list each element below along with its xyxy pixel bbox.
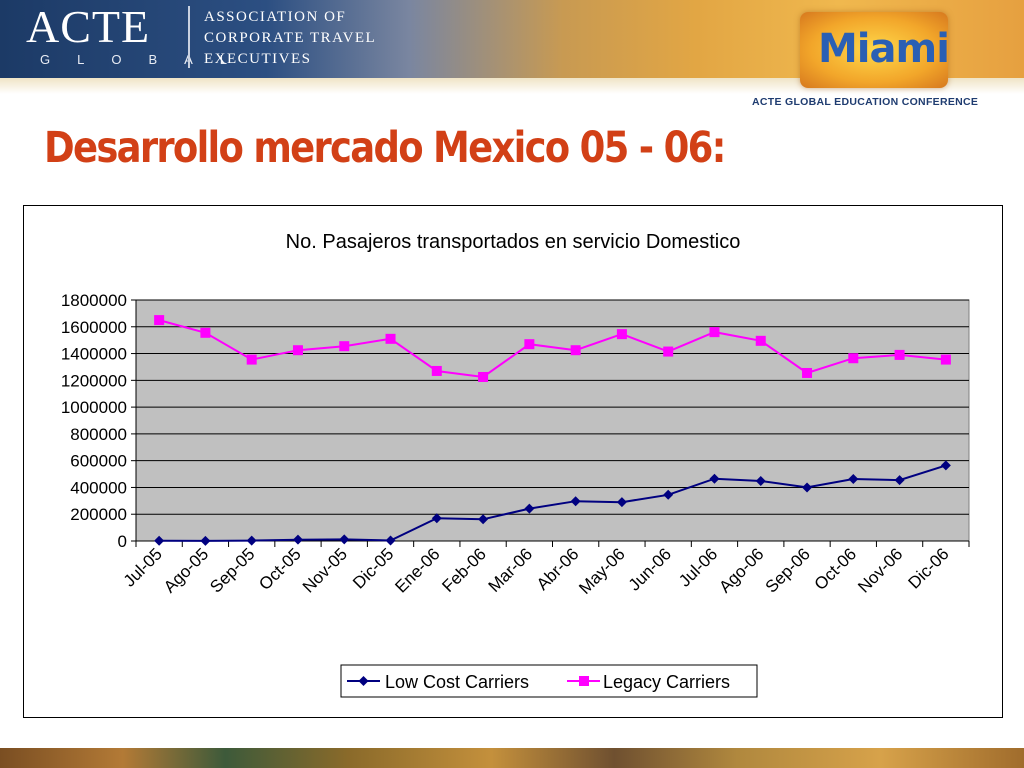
banner-fade	[0, 78, 1024, 94]
x-tick-label: Mar-06	[485, 544, 537, 596]
x-tick-label: Sep-05	[206, 544, 258, 596]
data-point-low-cost	[478, 514, 489, 525]
x-tick-label: May-06	[575, 544, 629, 598]
y-tick-label: 1400000	[61, 345, 127, 364]
data-point-legacy	[524, 339, 535, 350]
data-point-legacy	[663, 346, 674, 357]
association-line-3: EXECUTIVES	[204, 51, 312, 67]
x-tick-label: Oct-05	[255, 544, 305, 594]
association-line-1: ASSOCIATION OF	[204, 9, 347, 25]
data-point-low-cost	[431, 513, 442, 524]
x-tick-label: Nov-06	[854, 544, 906, 596]
chart-frame: No. Pasajeros transportados en servicio …	[23, 205, 1003, 718]
data-point-legacy	[200, 327, 211, 338]
data-point-legacy	[154, 315, 165, 326]
miami-logo-badge	[800, 12, 948, 88]
data-point-legacy	[570, 345, 581, 356]
y-tick-label: 200000	[70, 505, 127, 524]
x-tick-label: Ago-06	[715, 544, 767, 596]
x-tick-label: Dic-05	[349, 544, 397, 592]
legend-box	[340, 664, 758, 698]
x-tick-label: Abr-06	[533, 544, 583, 594]
data-point-low-cost	[709, 473, 720, 484]
data-point-legacy	[755, 335, 766, 346]
y-tick-label: 400000	[70, 478, 127, 497]
data-point-legacy	[478, 371, 489, 382]
plot-area: 0 200000 400000 600000 800000 1000000 1200000 1…	[61, 291, 970, 598]
data-point-low-cost	[616, 497, 627, 508]
data-point-low-cost	[663, 489, 674, 500]
y-tick-label: 1800000	[61, 291, 127, 310]
data-point-low-cost	[246, 535, 257, 546]
acte-logo: ACTE	[26, 1, 151, 52]
line-chart: No. Pasajeros transportados en servicio …	[61, 231, 970, 698]
y-tick-label: 1000000	[61, 398, 127, 417]
data-point-legacy	[616, 329, 627, 340]
x-tick-label: Dic-06	[905, 544, 953, 592]
data-point-legacy	[940, 354, 951, 365]
data-point-low-cost	[385, 535, 396, 546]
legend-marker-low-cost	[358, 676, 369, 686]
footer-image-strip	[0, 748, 1024, 768]
data-point-low-cost	[292, 534, 303, 545]
acte-logo-sub: GLOBAL	[40, 52, 255, 67]
miami-logo-text: Miami	[818, 26, 950, 72]
data-point-low-cost	[755, 476, 766, 487]
data-point-low-cost	[940, 460, 951, 471]
x-tick-label: Feb-06	[438, 544, 490, 596]
plot-background	[135, 299, 970, 542]
x-tick-label: Jul-05	[120, 544, 166, 590]
x-tick-label: Ago-05	[160, 544, 212, 596]
x-tick-label: Nov-05	[299, 544, 351, 596]
data-point-legacy	[802, 367, 813, 378]
data-point-legacy	[339, 341, 350, 352]
legend-marker-legacy	[579, 676, 589, 686]
x-tick-label: Jun-06	[625, 544, 675, 594]
data-point-low-cost	[894, 475, 905, 486]
x-tick-label: Ene-06	[391, 544, 443, 596]
data-point-low-cost	[200, 535, 211, 546]
data-point-low-cost	[802, 482, 813, 493]
data-point-low-cost	[570, 496, 581, 507]
slide-title: Desarrollo mercado Mexico 05 - 06:	[44, 123, 726, 173]
data-point-legacy	[385, 333, 396, 344]
chart-title: No. Pasajeros transportados en servicio …	[286, 231, 741, 253]
y-tick-label: 1200000	[61, 371, 127, 390]
data-point-low-cost	[848, 474, 859, 485]
legend-label-legacy: Legacy Carriers	[603, 672, 730, 692]
series-line-low-cost	[159, 464, 947, 542]
y-tick-label: 0	[118, 532, 127, 551]
x-tick-label: Sep-06	[762, 544, 814, 596]
association-line-2: CORPORATE TRAVEL	[204, 30, 377, 46]
y-tick-label: 600000	[70, 452, 127, 471]
data-point-legacy	[848, 353, 859, 364]
conference-name: ACTE GLOBAL EDUCATION CONFERENCE	[752, 96, 979, 108]
data-point-legacy	[292, 345, 303, 356]
data-point-legacy	[431, 365, 442, 376]
data-point-legacy	[894, 349, 905, 360]
data-point-legacy	[709, 327, 720, 338]
y-tick-label: 1600000	[61, 318, 127, 337]
data-point-low-cost	[524, 503, 535, 514]
logo-divider	[188, 6, 190, 68]
legend-label-low-cost: Low Cost Carriers	[385, 672, 529, 692]
series-line-legacy	[158, 319, 947, 379]
x-tick-label: Jul-06	[675, 544, 721, 590]
data-point-low-cost	[154, 535, 165, 546]
data-point-legacy	[246, 354, 257, 365]
chart-legend: Low Cost Carriers Legacy Carriers	[340, 664, 758, 698]
y-tick-label: 800000	[70, 425, 127, 444]
x-tick-label: Oct-06	[811, 544, 861, 594]
data-point-low-cost	[339, 534, 350, 545]
